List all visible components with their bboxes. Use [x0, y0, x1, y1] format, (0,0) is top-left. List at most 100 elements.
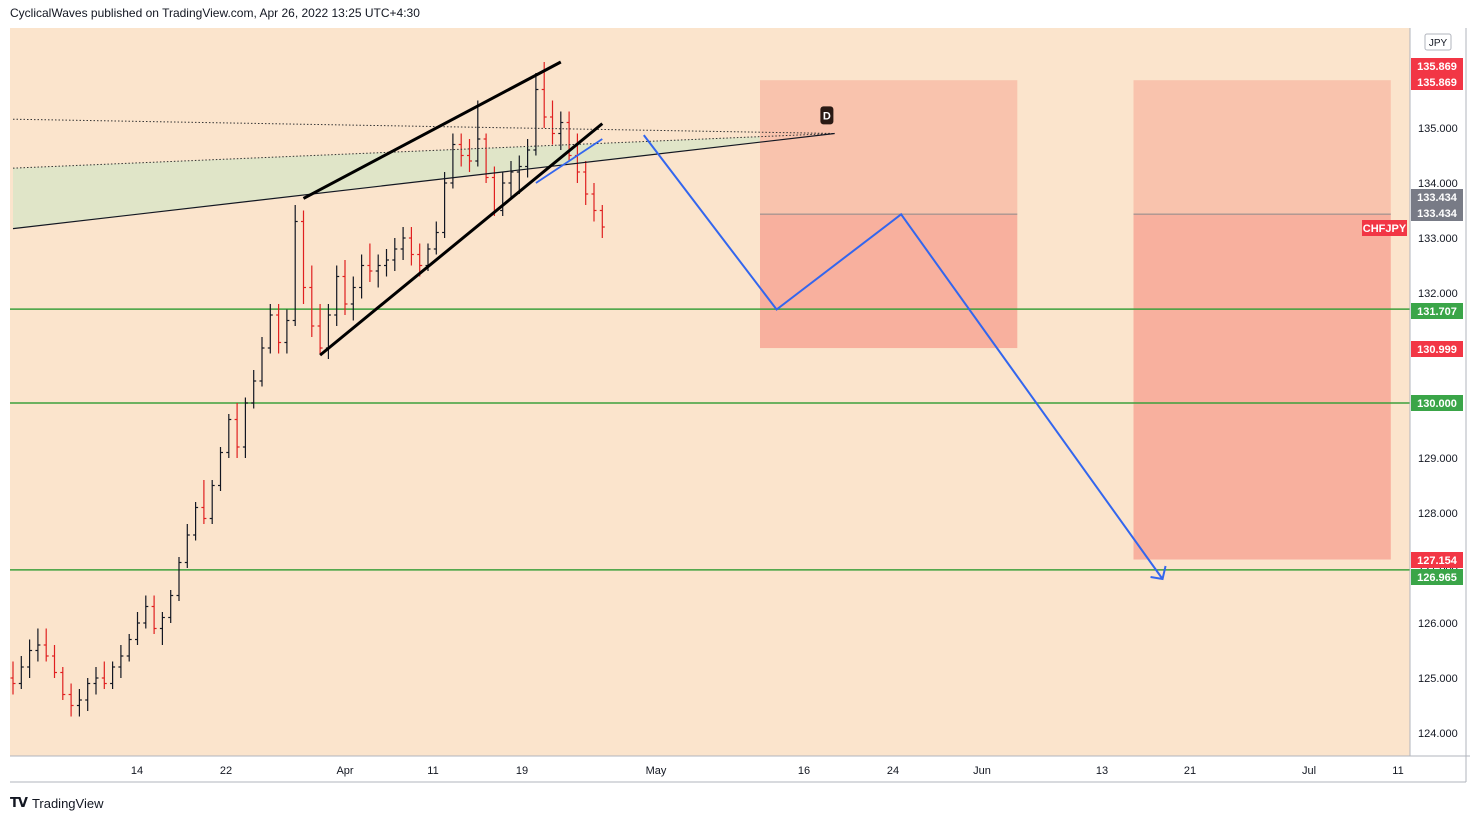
ohlc-bar: [251, 370, 257, 409]
price-label-bg: [1411, 303, 1463, 319]
ohlc-bar: [408, 227, 414, 266]
price-label: 135.869: [1417, 77, 1457, 89]
channel-lower-line: [319, 122, 604, 357]
y-tick-label: 124.000: [1418, 728, 1458, 740]
ohlc-bar: [276, 304, 282, 354]
ohlc-bar: [500, 172, 506, 216]
ohlc-bar: [309, 265, 315, 337]
price-labels-layer: 135.869 135.869 133.434 133.434 CHFJPY 131.70…: [1362, 58, 1463, 585]
axes-layer: 124.000125.000126.000127.000128.000129.0…: [10, 28, 1470, 783]
ohlc-bar: [35, 628, 41, 662]
ohlc-bar: [384, 249, 389, 277]
price-label: 127.154: [1417, 555, 1458, 567]
y-tick-label: 129.000: [1418, 453, 1458, 465]
ohlc-bar: [201, 480, 207, 524]
lines-layer: D: [12, 60, 1167, 581]
projection-path: [643, 134, 1164, 580]
brand-name[interactable]: TradingView: [31, 795, 104, 811]
ohlc-bar: [110, 661, 116, 689]
ohlc-bar: [475, 100, 481, 167]
ohlc-bar: [334, 265, 340, 326]
ohlc-bar: [483, 133, 489, 183]
y-tick-label: 125.000: [1418, 673, 1458, 685]
ohlc-bar: [301, 210, 306, 304]
x-tick-label: 16: [798, 765, 810, 777]
channel-projection-start: [535, 138, 603, 184]
ohlc-bar: [226, 414, 232, 458]
ohlc-bar: [392, 238, 398, 271]
symbol-label-bg: [1362, 220, 1407, 236]
ohlc-bar: [93, 667, 99, 695]
ohlc-bar: [52, 645, 57, 678]
levels-layer: [10, 308, 1410, 571]
ohlc-bar: [193, 502, 199, 541]
tradingview-logo-icon[interactable]: 𝗧𝗩: [10, 795, 28, 810]
ohlc-bar: [27, 639, 33, 678]
footer: 𝗧𝗩 TradingView: [10, 794, 103, 812]
ohlc-bar: [450, 133, 456, 189]
ohlc-bar: [176, 557, 182, 601]
y-tick-label: 126.000: [1418, 618, 1458, 630]
ohlc-bar: [135, 612, 140, 645]
ohlc-bar: [126, 634, 132, 662]
ohlc-bar: [558, 111, 564, 150]
symbol-label: CHFJPY: [1363, 223, 1407, 235]
price-label-bg: [1411, 189, 1463, 205]
marker-d-badge: [820, 106, 834, 125]
price-label: 133.434: [1417, 192, 1458, 204]
channel-upper-line: [302, 60, 562, 200]
ohlc-bar: [168, 590, 174, 623]
ohlc-bar: [267, 304, 273, 354]
ohlc-bar: [10, 661, 16, 695]
ohlc-bar: [184, 524, 190, 568]
ohlc-bar: [350, 276, 356, 321]
price-label: 131.707: [1417, 306, 1457, 318]
ohlc-bar: [442, 172, 448, 238]
price-label: 133.434: [1417, 208, 1458, 220]
triangle-bottom-line: [12, 132, 835, 230]
x-tick-label: Jun: [973, 765, 991, 777]
zones-layer: [760, 80, 1391, 560]
y-tick-label: 132.000: [1418, 288, 1458, 300]
ohlc-bar: [400, 227, 406, 260]
currency-badge: [1424, 33, 1452, 51]
publisher-caption: CyclicalWaves published on TradingView.c…: [10, 6, 420, 20]
ohlc-bar: [143, 595, 149, 629]
ohlc-bar: [292, 205, 298, 326]
ohlc-bar: [525, 139, 531, 178]
price-chart[interactable]: D 124.000125.000126.000127.000128.000129…: [0, 0, 1478, 790]
x-tick-label: 22: [220, 765, 232, 777]
price-label-bg: [1411, 205, 1463, 221]
price-label-bg: [1411, 58, 1463, 74]
price-label: 130.000: [1417, 398, 1457, 410]
x-tick-label: 21: [1184, 765, 1196, 777]
ohlc-bar: [583, 161, 589, 205]
ohlc-bar: [367, 243, 373, 282]
x-tick-label: 14: [131, 765, 143, 777]
triangle-mid-dotted: [12, 133, 835, 169]
price-label: 126.965: [1417, 572, 1457, 584]
zone-lower-1: [1133, 214, 1391, 560]
x-tick-label: 13: [1096, 765, 1108, 777]
ohlc-bar: [209, 480, 215, 524]
x-tick-label: 11: [1392, 765, 1403, 777]
ohlc-bar: [591, 183, 597, 222]
ohlc-bar: [599, 205, 605, 238]
ohlc-bar: [359, 254, 365, 299]
zone-upper-0: [760, 80, 1018, 215]
ohlc-bar: [85, 678, 91, 711]
ohlc-bar: [60, 667, 66, 700]
ohlc-bar: [159, 612, 165, 645]
currency-badge-text: JPY: [1429, 38, 1448, 49]
ohlc-bar: [417, 243, 423, 277]
x-tick-label: 19: [516, 765, 528, 777]
triangle-top-dotted: [12, 118, 835, 134]
ohlc-bar: [118, 645, 124, 678]
ohlc-bar: [242, 397, 248, 458]
ohlc-bar: [18, 656, 24, 689]
y-tick-label: 134.000: [1418, 178, 1458, 190]
x-tick-label: Apr: [336, 765, 353, 777]
y-tick-label: 135.000: [1418, 123, 1458, 135]
ohlc-bar: [467, 139, 472, 172]
x-tick-label: Jul: [1302, 765, 1316, 777]
